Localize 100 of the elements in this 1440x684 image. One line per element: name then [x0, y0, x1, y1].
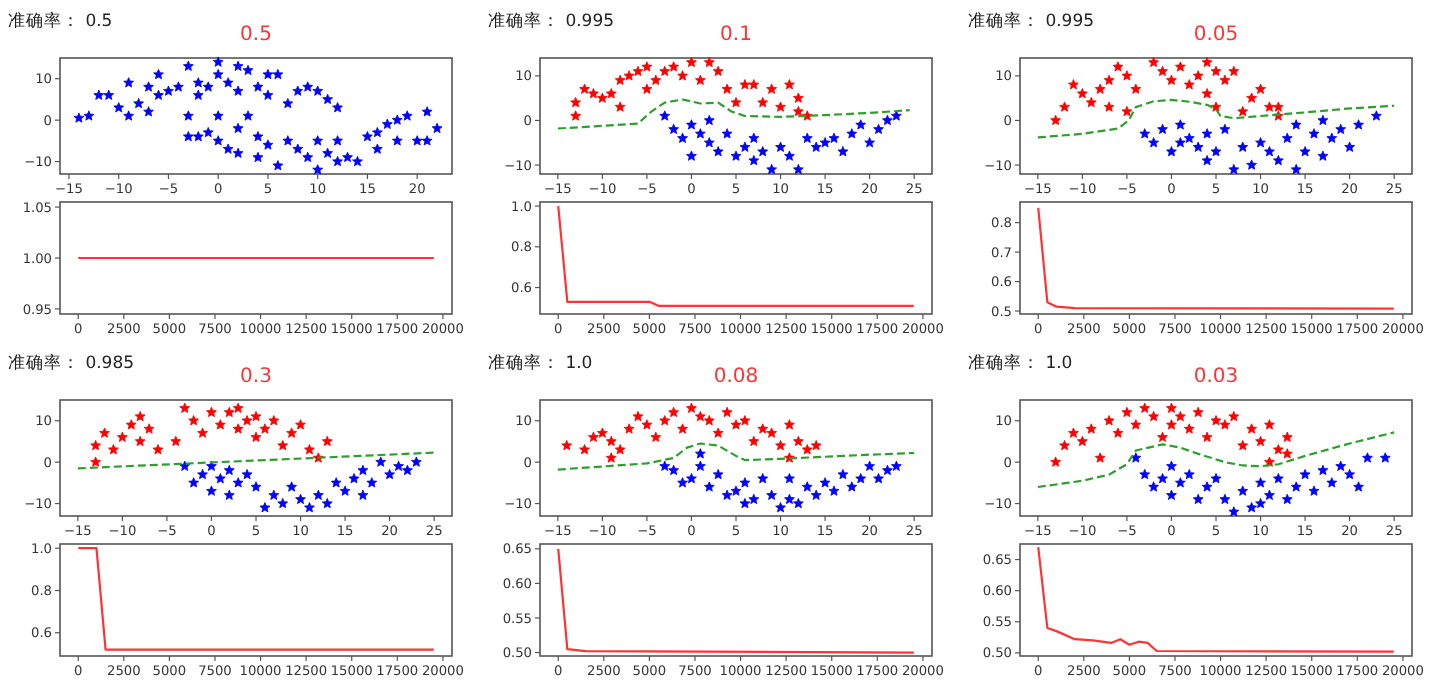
point: [748, 493, 760, 505]
point: [1317, 114, 1329, 126]
chart-title: 0.08: [713, 366, 759, 388]
point: [1139, 468, 1151, 480]
point: [1281, 493, 1293, 505]
point: [1201, 128, 1213, 139]
point: [1121, 105, 1133, 117]
point: [411, 456, 422, 467]
point: [1192, 406, 1204, 418]
point: [1139, 128, 1151, 139]
point: [793, 435, 804, 447]
point: [1255, 497, 1266, 509]
point: [730, 485, 742, 496]
chart-title: 0.03: [1193, 366, 1239, 388]
point: [659, 460, 671, 471]
point: [712, 146, 724, 157]
point: [206, 406, 217, 418]
point: [348, 473, 360, 484]
point: [241, 415, 253, 426]
point: [801, 481, 813, 492]
point: [1246, 92, 1257, 103]
point: [1273, 444, 1284, 455]
line-series: [556, 442, 916, 471]
point: [579, 444, 590, 455]
point: [1255, 137, 1266, 148]
point: [1148, 410, 1159, 422]
point: [277, 439, 289, 451]
point: [659, 110, 671, 121]
point: [1183, 468, 1195, 480]
point: [188, 415, 199, 426]
point: [1166, 419, 1177, 430]
point: [90, 456, 101, 467]
point: [891, 460, 902, 471]
point: [1050, 114, 1061, 126]
point: [1121, 70, 1133, 81]
point: [1255, 435, 1266, 447]
chart-subtitle: 准确率： 0.995: [968, 10, 1095, 32]
point: [882, 114, 893, 126]
point: [1362, 452, 1373, 463]
point: [223, 489, 235, 500]
point: [1157, 65, 1168, 76]
point: [1281, 448, 1293, 459]
line-series: [1036, 98, 1396, 139]
point: [730, 97, 742, 108]
point: [668, 123, 679, 134]
point: [748, 132, 760, 143]
point: [864, 137, 875, 148]
point: [232, 402, 244, 413]
point: [1290, 481, 1302, 492]
point: [1246, 159, 1257, 170]
point: [1166, 146, 1177, 157]
point: [1273, 473, 1284, 484]
point: [1201, 481, 1213, 492]
point: [873, 473, 884, 484]
point: [1068, 79, 1079, 90]
point: [1219, 123, 1231, 134]
point: [313, 489, 324, 500]
point: [1059, 439, 1070, 451]
point: [703, 415, 715, 426]
point: [1264, 419, 1275, 430]
point: [1219, 493, 1231, 505]
point: [1103, 415, 1115, 426]
point: [775, 101, 786, 112]
point: [614, 101, 626, 112]
point: [286, 427, 297, 438]
point: [650, 74, 662, 85]
chart-subtitle: 准确率： 0.995: [488, 10, 615, 32]
point: [775, 439, 786, 451]
point: [712, 65, 724, 76]
point: [570, 97, 581, 108]
point: [579, 83, 590, 94]
point: [766, 163, 777, 175]
point: [295, 493, 306, 505]
point: [384, 468, 395, 480]
point: [1237, 141, 1249, 152]
point: [1237, 439, 1249, 451]
point: [632, 65, 644, 76]
point: [1085, 97, 1097, 108]
point: [1103, 74, 1115, 85]
point: [677, 132, 688, 143]
point: [1210, 101, 1222, 112]
point: [712, 427, 724, 438]
point: [259, 423, 271, 434]
point: [1379, 452, 1391, 463]
point: [1246, 502, 1257, 513]
point: [668, 406, 679, 418]
point: [1317, 464, 1329, 476]
point: [712, 468, 724, 480]
point: [1344, 141, 1355, 152]
point: [882, 464, 893, 476]
point: [152, 444, 164, 455]
point: [641, 83, 653, 94]
point: [375, 456, 387, 467]
line-series: [1037, 206, 1395, 310]
point: [1344, 468, 1355, 480]
point: [250, 410, 262, 422]
point: [295, 419, 306, 430]
point: [1085, 423, 1097, 434]
point: [1281, 132, 1293, 143]
point: [695, 460, 706, 471]
